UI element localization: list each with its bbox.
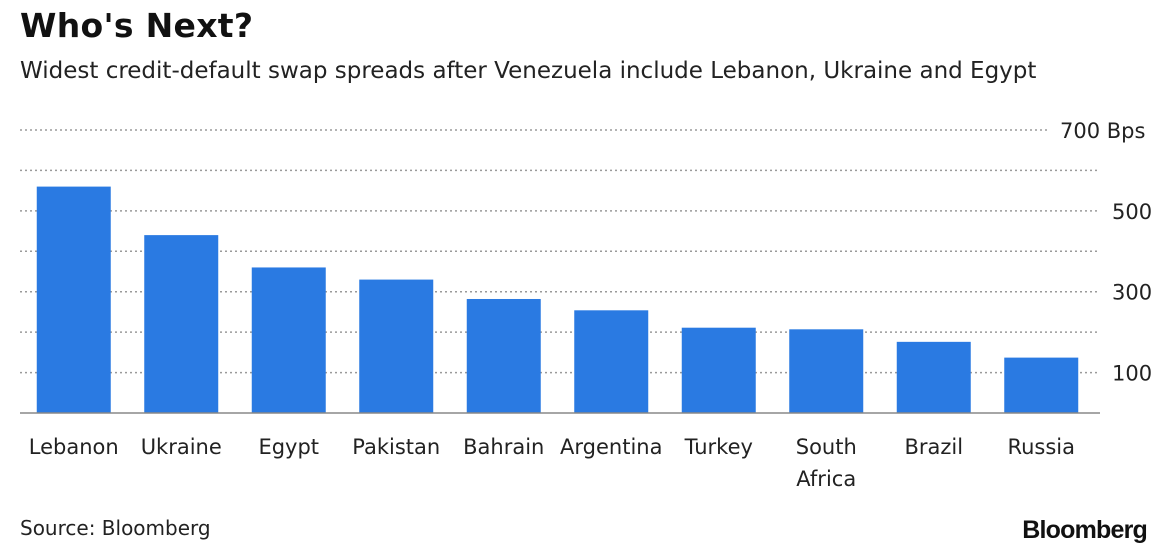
x-tick-label: South — [796, 435, 857, 459]
x-tick-label: Lebanon — [29, 435, 119, 459]
bar-pakistan — [359, 279, 434, 413]
bar-egypt — [251, 267, 326, 413]
x-tick-label: Russia — [1007, 435, 1075, 459]
y-tick-label: 500 — [1112, 200, 1152, 224]
x-tick-label: Pakistan — [352, 435, 440, 459]
y-tick-label: 100 — [1112, 362, 1152, 386]
x-tick-label: Argentina — [560, 435, 662, 459]
source-note: Source: Bloomberg — [20, 516, 211, 540]
chart-subtitle: Widest credit-default swap spreads after… — [20, 58, 1037, 84]
bar-lebanon — [36, 186, 111, 413]
x-tick-label: Africa — [796, 467, 856, 491]
y-tick-label: 300 — [1112, 281, 1152, 305]
x-tick-label: Egypt — [258, 435, 319, 459]
bar-russia — [1004, 357, 1079, 413]
bar-south-africa — [789, 329, 864, 413]
bar-bahrain — [466, 298, 541, 413]
x-tick-label: Bahrain — [463, 435, 544, 459]
bar-turkey — [681, 327, 756, 413]
bloomberg-logo: Bloomberg — [1022, 516, 1148, 544]
y-tick-label: 700 Bps — [1060, 119, 1145, 143]
y-axis-labels: 100 300 500 700 Bps — [1060, 119, 1152, 386]
x-tick-label: Brazil — [904, 435, 963, 459]
bar-argentina — [574, 310, 649, 413]
x-tick-label: Ukraine — [141, 435, 222, 459]
x-axis-labels: Lebanon Ukraine Egypt Pakistan Bahrain Argent… — [29, 435, 1075, 491]
bars — [36, 186, 1079, 413]
bar-ukraine — [144, 235, 219, 413]
chart-title: Who's Next? — [20, 6, 254, 45]
x-tick-label: Turkey — [684, 435, 753, 459]
bar-brazil — [896, 341, 971, 413]
